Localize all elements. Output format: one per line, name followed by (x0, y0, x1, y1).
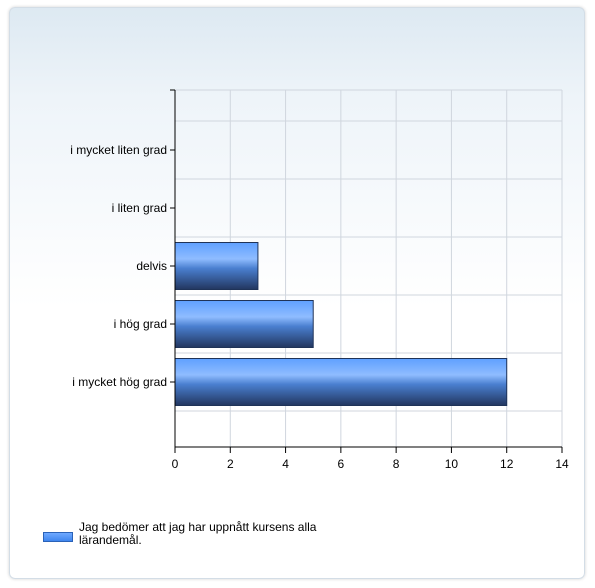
x-tick-label: 8 (393, 457, 400, 471)
legend: Jag bedömer att jag har uppnått kursens … (43, 521, 329, 547)
x-tick-label: 4 (282, 457, 289, 471)
legend-label: Jag bedömer att jag har uppnått kursens … (79, 520, 317, 547)
x-tick-label: 10 (445, 457, 459, 471)
x-tick-label: 14 (555, 457, 569, 471)
y-category-label: delvis (136, 259, 167, 273)
y-category-label: i mycket liten grad (70, 143, 167, 157)
bar-4 (174, 300, 314, 348)
x-tick-label: 6 (338, 457, 345, 471)
y-category-label: i mycket hög grad (72, 375, 167, 389)
bar-3 (174, 242, 259, 290)
chart-panel (9, 7, 585, 579)
y-category-label: i hög grad (114, 317, 167, 331)
bar-5 (174, 358, 508, 406)
y-category-label: i liten grad (112, 201, 167, 215)
x-tick-label: 2 (227, 457, 234, 471)
x-tick-label: 0 (172, 457, 179, 471)
bars-group (174, 242, 508, 406)
tick-labels-group: 0 2 4 6 8 10 12 14 i mycket liten grad i liten gr… (70, 143, 569, 471)
legend-swatch (43, 532, 73, 542)
x-tick-label: 12 (500, 457, 514, 471)
axes-group (170, 89, 563, 453)
